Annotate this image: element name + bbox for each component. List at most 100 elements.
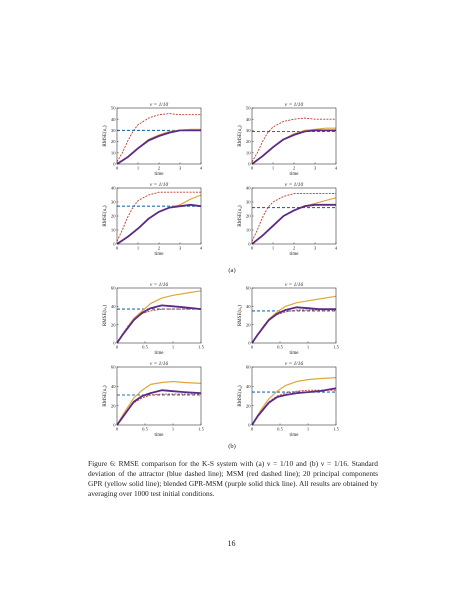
y-tick-label: 40	[246, 304, 251, 309]
x-tick-label: 0	[251, 345, 254, 350]
x-tick-label: 1	[272, 166, 275, 171]
x-tick-label: 0	[116, 427, 119, 432]
y-tick-label: 50	[111, 106, 116, 111]
y-tick-label: 40	[111, 117, 116, 122]
x-tick-label: 4	[200, 166, 203, 171]
blend-line	[251, 387, 337, 426]
x-tick-label: 2	[158, 246, 161, 251]
chart-panel-8: 0 0.5 1 1.5 0 20 40 60 ν = 1/16 time RMSE(u₄)	[238, 361, 340, 438]
x-tick-label: 1	[307, 345, 310, 350]
y-tick-label: 10	[111, 150, 116, 155]
y-tick-label: 20	[246, 322, 251, 327]
y-tick-label: 20	[111, 403, 116, 408]
y-tick-label: 0	[113, 162, 116, 167]
x-tick-label: 4	[335, 166, 338, 171]
page-number: 16	[227, 539, 236, 548]
x-tick-label: 3	[314, 246, 317, 251]
chart-panel-5: 0 0.5 1 1.5 0 20 40 60 ν = 1/16 time RMSE(u₁)	[103, 282, 205, 356]
y-tick-label: 40	[246, 117, 251, 122]
axes-frame	[251, 287, 337, 344]
blend-line	[251, 129, 336, 165]
x-tick-label: 0	[116, 345, 119, 350]
x-axis-label: time	[155, 252, 165, 257]
blend-line	[251, 306, 336, 344]
x-tick-label: 1.5	[198, 427, 204, 432]
gpr-line	[251, 377, 337, 426]
y-tick-label: 20	[246, 403, 251, 408]
y-tick-label: 20	[246, 214, 251, 219]
y-axis-label: RMSE(u₄)	[238, 205, 243, 227]
figure-caption: Figure 6: RMSE comparison for the K-S sy…	[88, 459, 378, 498]
axes-frame	[116, 287, 202, 344]
chart-title: ν = 1/10	[150, 102, 169, 108]
x-tick-label: 1	[272, 246, 275, 251]
y-axis-label: RMSE(u₃)	[103, 385, 108, 407]
y-tick-label: 50	[246, 106, 251, 111]
x-tick-label: 1.5	[333, 427, 339, 432]
x-tick-label: 4	[200, 246, 203, 251]
subfigure-label-a: (a)	[228, 267, 236, 274]
x-tick-label: 1	[137, 166, 140, 171]
y-tick-label: 60	[246, 286, 251, 291]
x-tick-label: 1	[137, 246, 140, 251]
x-tick-label: 1	[307, 427, 310, 432]
x-axis-label: time	[155, 172, 165, 177]
x-axis-label: time	[290, 172, 300, 177]
msm-line	[116, 113, 201, 163]
x-tick-label: 0.5	[142, 345, 148, 350]
axes-frame	[251, 107, 337, 165]
chart-panel-7: 0 0.5 1 1.5 0 20 40 60 ν = 1/16 time RMSE(u₃)	[103, 361, 205, 438]
y-tick-label: 0	[248, 162, 251, 167]
axes-frame	[116, 366, 202, 426]
msm-line	[251, 389, 336, 426]
x-tick-label: 2	[293, 246, 296, 251]
y-tick-label: 30	[246, 128, 251, 133]
gpr-line	[251, 295, 337, 344]
y-axis-label: RMSE(u₁)	[103, 305, 108, 327]
axes-frame	[251, 366, 337, 426]
x-tick-label: 3	[179, 166, 182, 171]
x-tick-label: 0.5	[277, 345, 283, 350]
blend-line	[116, 203, 202, 245]
gpr-line	[116, 290, 202, 344]
y-axis-label: RMSE(u₃)	[103, 205, 108, 227]
y-tick-label: 20	[246, 139, 251, 144]
blend-line	[251, 203, 336, 245]
y-tick-label: 30	[111, 128, 116, 133]
chart-title: ν = 1/10	[285, 102, 304, 108]
y-tick-label: 40	[111, 384, 116, 389]
x-axis-label: time	[290, 252, 300, 257]
x-tick-label: 0	[251, 427, 254, 432]
msm-line	[251, 117, 336, 163]
y-tick-label: 10	[246, 228, 251, 233]
y-tick-label: 40	[246, 186, 251, 191]
y-tick-label: 10	[246, 150, 251, 155]
blend-line	[116, 304, 202, 344]
y-tick-label: 20	[111, 214, 116, 219]
gpr-line	[116, 128, 201, 165]
msm-line	[251, 309, 336, 344]
y-tick-label: 10	[111, 228, 116, 233]
chart-title: ν = 1/10	[150, 182, 169, 188]
x-tick-label: 0.5	[277, 427, 283, 432]
y-tick-label: 40	[246, 384, 251, 389]
x-tick-label: 1	[172, 427, 175, 432]
blend-line	[116, 389, 202, 426]
x-tick-label: 0	[116, 166, 119, 171]
y-tick-label: 0	[248, 341, 251, 346]
subfigure-label-b: (b)	[228, 443, 236, 450]
msm-line	[116, 191, 201, 242]
y-tick-label: 60	[246, 365, 251, 370]
chart-title: ν = 1/16	[285, 361, 304, 367]
x-tick-label: 3	[179, 246, 182, 251]
y-tick-label: 40	[111, 304, 116, 309]
chart-title: ν = 1/16	[150, 282, 169, 288]
x-tick-label: 0	[251, 246, 254, 251]
y-tick-label: 20	[111, 322, 116, 327]
y-tick-label: 30	[111, 200, 116, 205]
